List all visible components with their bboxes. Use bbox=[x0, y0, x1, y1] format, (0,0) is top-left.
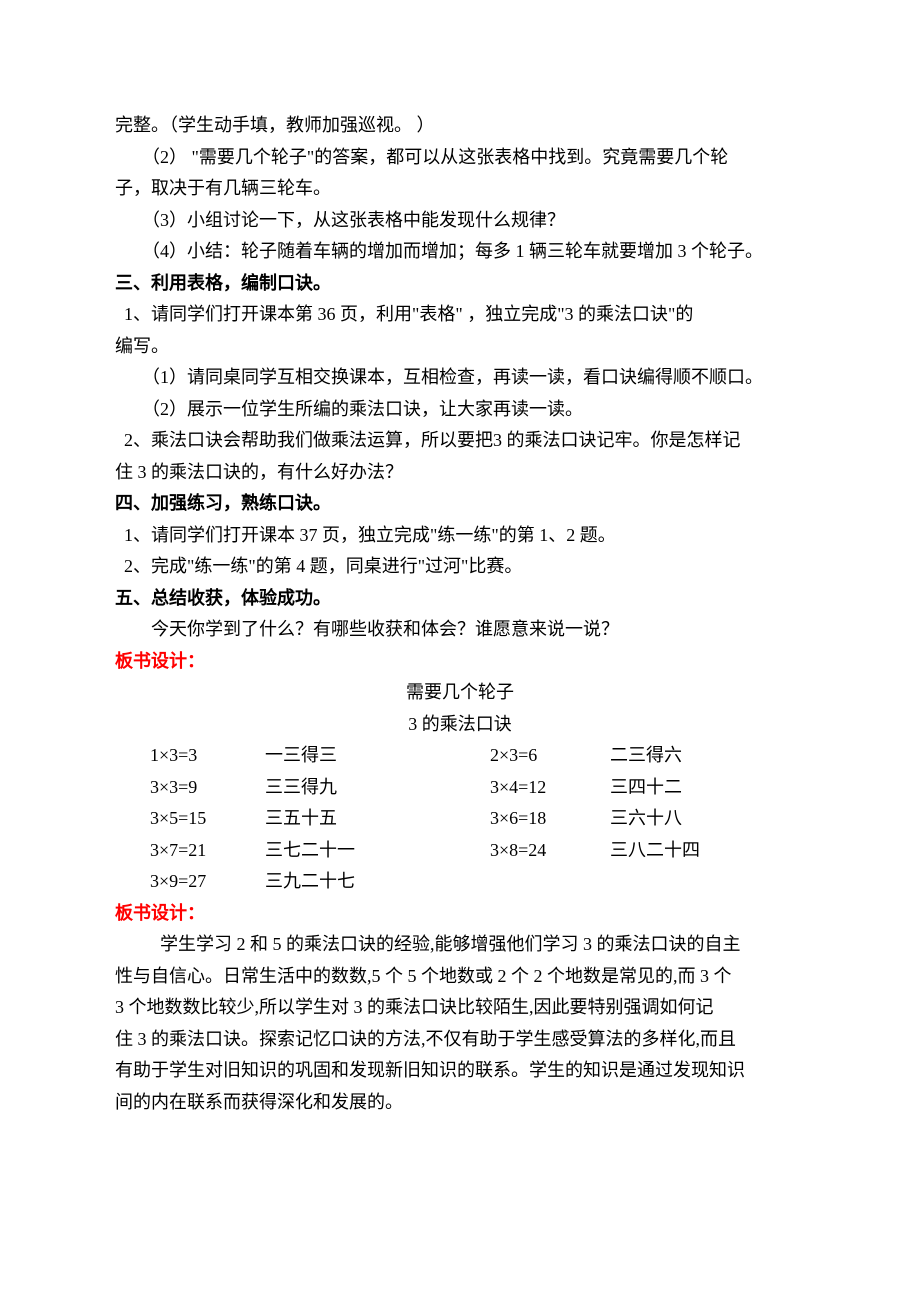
sec3-item1-1: （1）请同桌同学互相交换课本，互相检查，再读一读，看口诀编得顺不顺口。 bbox=[115, 362, 805, 394]
paragraph-continuation: 完整。（学生动手填，教师加强巡视。 ） bbox=[115, 110, 805, 142]
sec3-item1b: 编写。 bbox=[115, 331, 805, 363]
cell-rhyme: 三六十八 bbox=[610, 803, 682, 835]
paragraph-4: （4）小结：轮子随着车辆的增加而增加；每多 1 辆三轮车就要增加 3 个轮子。 bbox=[115, 236, 805, 268]
blackboard-design-label: 板书设计： bbox=[115, 646, 805, 678]
sec3-item2a: 2、乘法口诀会帮助我们做乘法运算，所以要把3 的乘法口诀记牢。你是怎样记 bbox=[115, 425, 805, 457]
table-row: 3×7=21 三七二十一 3×8=24 三八二十四 bbox=[150, 835, 805, 867]
cell-eq: 3×7=21 bbox=[150, 835, 265, 867]
reflection-line: 3 个地数数比较少,所以学生对 3 的乘法口诀比较陌生,因此要特别强调如何记 bbox=[115, 992, 805, 1024]
cell-rhyme: 三八二十四 bbox=[610, 835, 700, 867]
cell-eq bbox=[490, 866, 610, 898]
cell-eq: 3×4=12 bbox=[490, 772, 610, 804]
cell-eq: 1×3=3 bbox=[150, 740, 265, 772]
blackboard-title-2: 3 的乘法口诀 bbox=[115, 709, 805, 741]
cell-eq: 3×5=15 bbox=[150, 803, 265, 835]
document-page: 完整。（学生动手填，教师加强巡视。 ） （2） "需要几个轮子"的答案，都可以从… bbox=[0, 0, 920, 1302]
cell-rhyme: 三三得九 bbox=[265, 772, 490, 804]
cell-eq: 3×6=18 bbox=[490, 803, 610, 835]
table-row: 3×9=27 三九二十七 bbox=[150, 866, 805, 898]
heading-section-5: 五、总结收获，体验成功。 bbox=[115, 583, 805, 615]
blackboard-design-label-2: 板书设计： bbox=[115, 898, 805, 930]
paragraph-3: （3）小组讨论一下，从这张表格中能发现什么规律？ bbox=[115, 205, 805, 237]
cell-eq: 3×9=27 bbox=[150, 866, 265, 898]
paragraph-2b: 子，取决于有几辆三轮车。 bbox=[115, 173, 805, 205]
reflection-line: 有助于学生对旧知识的巩固和发现新旧知识的联系。学生的知识是通过发现知识 bbox=[115, 1055, 805, 1087]
table-row: 3×3=9 三三得九 3×4=12 三四十二 bbox=[150, 772, 805, 804]
reflection-line: 间的内在联系而获得深化和发展的。 bbox=[115, 1087, 805, 1119]
blackboard-title-1: 需要几个轮子 bbox=[115, 677, 805, 709]
cell-eq: 3×8=24 bbox=[490, 835, 610, 867]
sec4-item2: 2、完成"练一练"的第 4 题，同桌进行"过河"比赛。 bbox=[115, 551, 805, 583]
reflection-line: 性与自信心。日常生活中的数数,5 个 5 个地数或 2 个 2 个地数是常见的,… bbox=[115, 961, 805, 993]
reflection-line: 学生学习 2 和 5 的乘法口诀的经验,能够增强他们学习 3 的乘法口诀的自主 bbox=[115, 929, 805, 961]
sec4-item1: 1、请同学们打开课本 37 页，独立完成"练一练"的第 1、2 题。 bbox=[115, 520, 805, 552]
cell-eq: 3×3=9 bbox=[150, 772, 265, 804]
cell-rhyme: 一三得三 bbox=[265, 740, 490, 772]
cell-rhyme: 三七二十一 bbox=[265, 835, 490, 867]
table-row: 1×3=3 一三得三 2×3=6 二三得六 bbox=[150, 740, 805, 772]
sec5-item1: 今天你学到了什么？有哪些收获和体会？谁愿意来说一说？ bbox=[115, 614, 805, 646]
sec3-item1a: 1、请同学们打开课本第 36 页，利用"表格" ，独立完成"3 的乘法口诀"的 bbox=[115, 299, 805, 331]
cell-rhyme: 三九二十七 bbox=[265, 866, 490, 898]
heading-section-3: 三、利用表格，编制口诀。 bbox=[115, 268, 805, 300]
sec3-item1-2: （2）展示一位学生所编的乘法口诀，让大家再读一读。 bbox=[115, 394, 805, 426]
paragraph-2a: （2） "需要几个轮子"的答案，都可以从这张表格中找到。究竟需要几个轮 bbox=[115, 142, 805, 174]
cell-rhyme: 三五十五 bbox=[265, 803, 490, 835]
reflection-line: 住 3 的乘法口诀。探索记忆口诀的方法,不仅有助于学生感受算法的多样化,而且 bbox=[115, 1024, 805, 1056]
cell-eq: 2×3=6 bbox=[490, 740, 610, 772]
cell-rhyme: 二三得六 bbox=[610, 740, 682, 772]
sec3-item2b: 住 3 的乘法口诀的，有什么好办法？ bbox=[115, 457, 805, 489]
cell-rhyme: 三四十二 bbox=[610, 772, 682, 804]
table-row: 3×5=15 三五十五 3×6=18 三六十八 bbox=[150, 803, 805, 835]
multiplication-table: 1×3=3 一三得三 2×3=6 二三得六 3×3=9 三三得九 3×4=12 … bbox=[150, 740, 805, 898]
heading-section-4: 四、加强练习，熟练口诀。 bbox=[115, 488, 805, 520]
